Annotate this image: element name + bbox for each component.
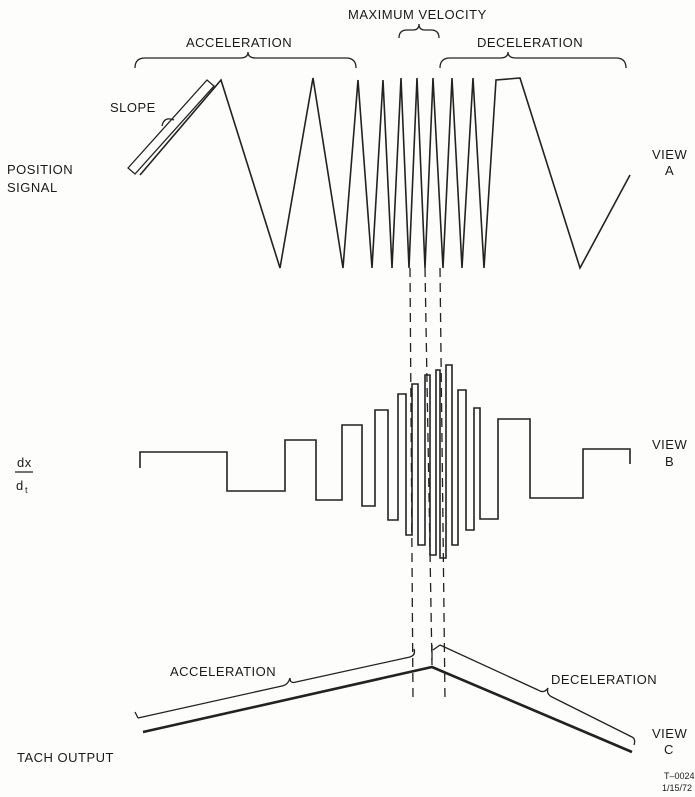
guide-line-right bbox=[439, 267, 446, 701]
view-c-label-line1: VIEW bbox=[652, 726, 687, 741]
acceleration-top-label: ACCELERATION bbox=[186, 35, 292, 50]
dt-subscript: t bbox=[25, 485, 28, 495]
deceleration-top-label: DECELERATION bbox=[477, 35, 583, 50]
slope-brace-tick bbox=[161, 118, 175, 127]
guide-line-mid bbox=[424, 267, 433, 666]
tach-output-label: TACH OUTPUT bbox=[17, 750, 114, 765]
deceleration-bottom-label: DECELERATION bbox=[551, 672, 657, 687]
view-b-label-line1: VIEW bbox=[652, 437, 687, 452]
acceleration-bottom-brace bbox=[134, 648, 416, 719]
dx-label: dx bbox=[17, 455, 32, 470]
tach-output-line bbox=[142, 665, 633, 754]
figure-date-label: 1/15/72 bbox=[662, 783, 692, 793]
guide-line-left bbox=[409, 267, 414, 701]
velocity-pulse-wave bbox=[139, 364, 631, 559]
figure-id-label: T–0024 bbox=[664, 771, 695, 781]
acceleration-top-brace bbox=[134, 51, 357, 69]
view-b-label-line2: B bbox=[665, 454, 674, 469]
slope-bracket bbox=[127, 79, 215, 175]
view-c-label-line2: C bbox=[664, 742, 674, 757]
position-signal-wave bbox=[139, 77, 631, 271]
position-signal-label-line2: SIGNAL bbox=[7, 180, 58, 195]
maximum-velocity-label: MAXIMUM VELOCITY bbox=[348, 7, 487, 22]
deceleration-top-brace bbox=[439, 51, 627, 69]
maximum-velocity-brace bbox=[398, 23, 440, 39]
dt-label: d bbox=[16, 478, 24, 493]
acceleration-bottom-label: ACCELERATION bbox=[170, 664, 276, 679]
view-a-label-line2: A bbox=[665, 163, 674, 178]
deceleration-bottom-brace bbox=[432, 644, 636, 746]
position-signal-label-line1: POSITION bbox=[7, 162, 73, 177]
view-a-label-line1: VIEW bbox=[652, 147, 687, 162]
slope-label: SLOPE bbox=[110, 100, 156, 115]
